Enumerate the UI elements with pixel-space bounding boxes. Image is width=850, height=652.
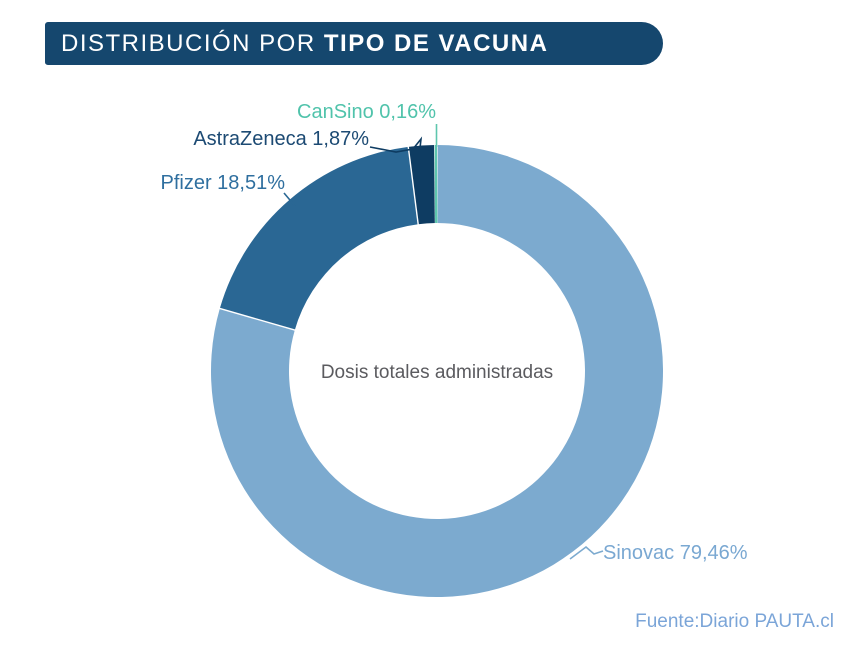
label-astrazeneca: AstraZeneca 1,87% [193,128,369,150]
label-sinovac: Sinovac 79,46% [603,542,748,564]
header-banner: DISTRIBUCIÓN POR TIPO DE VACUNA [45,22,663,65]
page-title-regular: DISTRIBUCIÓN POR [61,29,324,57]
slice-sinovac [210,145,664,597]
leader-lines [283,124,604,560]
slice-astrazeneca [408,145,436,225]
slice-pfizer [219,146,419,331]
label-cansino: CanSino 0,16% [297,101,436,123]
donut-center-label: Dosis totales administradas [320,362,554,383]
label-pfizer: Pfizer 18,51% [160,172,285,194]
page-title-bold: TIPO DE VACUNA [323,29,549,57]
leader-line-pfizer [283,192,296,207]
leader-line-astrazeneca [369,136,423,153]
leader-line-sinovac [569,545,604,560]
slice-separators [218,144,438,332]
slice-separator [407,145,419,226]
slice-separator [218,307,296,332]
source-attribution: Fuente:Diario PAUTA.cl [635,611,834,632]
